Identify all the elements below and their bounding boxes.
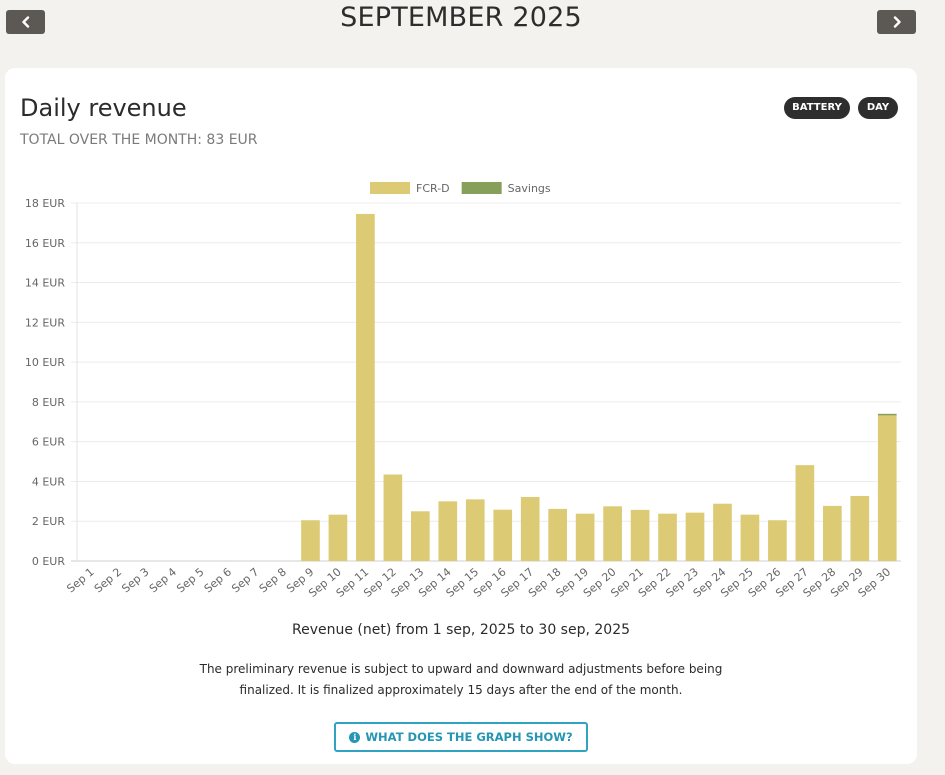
chart-bars [301, 213, 897, 561]
chart-grid [71, 202, 901, 562]
month-title: SEPTEMBER 2025 [340, 2, 582, 33]
y-tick-label: 6 EUR [32, 436, 65, 449]
bar-fcr-d[interactable] [877, 415, 897, 561]
bar-fcr-d[interactable] [740, 514, 760, 561]
bar-fcr-d[interactable] [410, 511, 430, 561]
prev-month-button[interactable] [6, 10, 45, 34]
bar-fcr-d[interactable] [768, 520, 787, 561]
x-tick-label: Sep 6 [202, 565, 234, 595]
y-tick-label: 10 EUR [25, 356, 65, 369]
chevron-left-icon [21, 16, 29, 28]
help-button-label: WHAT DOES THE GRAPH SHOW? [365, 730, 573, 744]
note-line-1: The preliminary revenue is subject to up… [199, 662, 723, 676]
bar-fcr-d[interactable] [548, 508, 568, 561]
x-tick-label: Sep 8 [257, 565, 289, 595]
y-tick-label: 0 EUR [32, 555, 65, 568]
x-tick-label: Sep 5 [174, 565, 206, 595]
y-tick-label: 12 EUR [25, 316, 65, 329]
card-title: Daily revenue [20, 94, 187, 122]
bar-fcr-d[interactable] [603, 506, 622, 561]
bar-fcr-d[interactable] [328, 514, 348, 561]
monthly-total: TOTAL OVER THE MONTH: 83 EUR [20, 132, 258, 148]
bar-fcr-d[interactable] [520, 496, 540, 561]
note-line-2: finalized. It is finalized approximately… [239, 683, 683, 697]
y-tick-label: 18 EUR [25, 197, 65, 210]
chart-caption: Revenue (net) from 1 sep, 2025 to 30 sep… [291, 622, 631, 638]
legend-label[interactable]: FCR-D [416, 182, 450, 195]
x-tick-label: Sep 7 [229, 565, 261, 595]
y-tick-label: 2 EUR [32, 515, 65, 528]
bar-fcr-d[interactable] [713, 503, 732, 561]
bar-fcr-d[interactable] [630, 509, 650, 561]
y-axis-ticks: 0 EUR 2 EUR 4 EUR 6 EUR 8 EUR 10 EUR 12 EUR 14 … [25, 197, 65, 568]
x-tick-label: Sep 4 [147, 565, 179, 595]
what-does-graph-show-button[interactable]: i WHAT DOES THE GRAPH SHOW? [334, 722, 588, 752]
chevron-right-icon [893, 16, 901, 28]
y-tick-label: 8 EUR [32, 396, 65, 409]
legend-swatch[interactable] [370, 182, 410, 194]
bar-fcr-d[interactable] [465, 499, 485, 561]
day-toggle[interactable]: DAY [858, 97, 898, 119]
chart-legend: FCR-D Savings [370, 182, 551, 195]
x-tick-label: Sep 3 [119, 565, 151, 595]
bar-fcr-d[interactable] [383, 474, 403, 561]
bar-fcr-d[interactable] [795, 465, 815, 561]
bar-fcr-d[interactable] [658, 513, 677, 561]
y-tick-label: 4 EUR [32, 475, 65, 488]
next-month-button[interactable] [877, 10, 916, 34]
x-tick-label: Sep 2 [92, 565, 124, 595]
x-tick-label: Sep 1 [64, 565, 96, 595]
y-tick-label: 14 EUR [25, 277, 65, 290]
bar-fcr-d[interactable] [850, 495, 870, 561]
bar-fcr-d[interactable] [685, 512, 705, 561]
battery-toggle[interactable]: BATTERY [784, 97, 850, 119]
bar-fcr-d[interactable] [356, 213, 375, 561]
bar-fcr-d[interactable] [438, 501, 458, 561]
revenue-card: Daily revenue TOTAL OVER THE MONTH: 83 E… [5, 68, 917, 764]
bar-fcr-d[interactable] [493, 509, 513, 561]
legend-swatch[interactable] [461, 182, 502, 194]
legend-label[interactable]: Savings [508, 182, 551, 195]
info-icon: i [349, 731, 361, 743]
bar-fcr-d[interactable] [822, 505, 842, 561]
y-tick-label: 16 EUR [25, 237, 65, 250]
revenue-bar-chart: FCR-D Savings 0 EUR 2 EUR 4 EUR 6 EUR 8 EUR 10… [25, 182, 901, 600]
preliminary-note: The preliminary revenue is subject to up… [181, 659, 741, 701]
bar-fcr-d[interactable] [301, 520, 320, 561]
bar-fcr-d[interactable] [575, 513, 595, 561]
bar-savings[interactable] [877, 413, 897, 416]
